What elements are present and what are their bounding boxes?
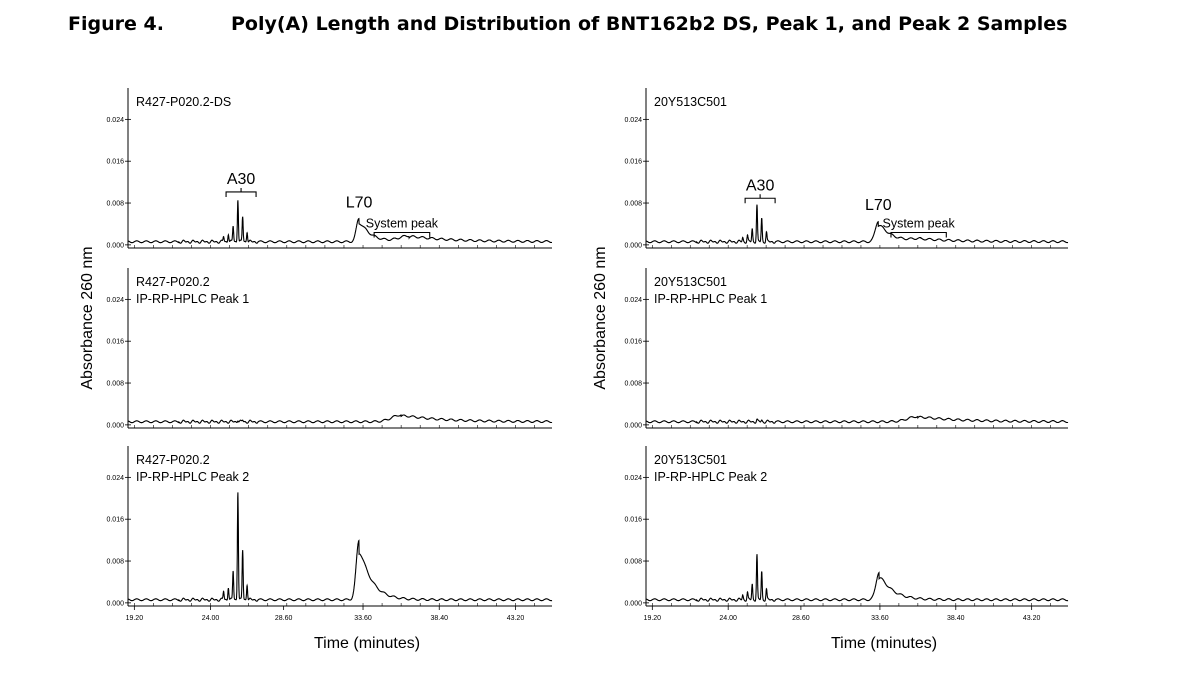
x-tick-label: 24.00 — [202, 615, 220, 622]
x-tick-label: 19.20 — [644, 615, 662, 622]
y-tick-label: 0.008 — [106, 381, 124, 388]
panel-label: R427-P020.2-DS — [136, 95, 231, 109]
panel-label: 20Y513C501 — [654, 453, 727, 467]
a30-label: A30 — [227, 171, 256, 188]
y-tick-label: 0.024 — [624, 475, 642, 482]
figure-number: Figure 4. — [68, 13, 164, 35]
x-tick-label: 43.20 — [1023, 615, 1041, 622]
chromatogram-panel: 0.024 0.016 0.008 0.000 20Y513C501 IP-RP-HPLC… — [624, 268, 1069, 429]
x-axis-title: Time (minutes) — [831, 635, 937, 652]
left-chart: Absorbance 260 nm Time (minutes) 0.024 0.01… — [79, 88, 553, 652]
panel-label: IP-RP-HPLC Peak 2 — [136, 470, 249, 484]
x-tick-label: 43.20 — [507, 615, 525, 622]
a30-bracket — [225, 187, 257, 197]
y-tick-label: 0.000 — [106, 242, 124, 249]
l70-label: L70 — [865, 197, 892, 214]
y-tick-label: 0.024 — [106, 297, 124, 304]
y-tick-label: 0.016 — [624, 339, 642, 346]
chromatogram-panel: 0.024 0.016 0.008 0.000 19.20 24.00 28.60 33.60… — [106, 446, 553, 622]
a30-bracket — [744, 194, 776, 204]
chromatogram-panel: 0.024 0.016 0.008 0.000 R427-P020.2 IP-RP-HPL… — [106, 268, 553, 429]
y-tick-label: 0.016 — [624, 517, 642, 524]
x-tick-label: 33.60 — [354, 615, 372, 622]
y-tick-label: 0.000 — [106, 600, 124, 607]
y-tick-label: 0.000 — [624, 242, 642, 249]
panel-label: R427-P020.2 — [136, 453, 210, 467]
chromatogram-trace — [645, 415, 1069, 424]
right-chart: Absorbance 260 nm Time (minutes) 0.024 0.01… — [592, 88, 1069, 652]
system-peak-label: System peak — [366, 216, 439, 230]
y-tick-label: 0.008 — [624, 201, 642, 208]
y-tick-label: 0.024 — [106, 475, 124, 482]
x-tick-label: 24.00 — [719, 615, 737, 622]
y-axis-title: Absorbance 260 nm — [592, 246, 609, 389]
system-peak-bracket — [373, 231, 431, 238]
chromatogram-panel: 0.024 0.016 0.008 0.000 20Y513C501 A30 L70 Syst… — [624, 88, 1069, 249]
y-tick-label: 0.000 — [624, 600, 642, 607]
figure-header: Figure 4. Poly(A) Length and Distributio… — [0, 0, 1200, 50]
y-tick-label: 0.024 — [106, 117, 124, 124]
system-peak-bracket — [890, 231, 947, 238]
panel-label: 20Y513C501 — [654, 95, 727, 109]
panel-label: IP-RP-HPLC Peak 1 — [654, 292, 767, 306]
x-axis-title: Time (minutes) — [314, 635, 420, 652]
y-tick-label: 0.008 — [106, 559, 124, 566]
chromatogram-trace — [645, 554, 1069, 602]
chromatogram-trace — [127, 200, 552, 244]
y-tick-label: 0.008 — [624, 381, 642, 388]
x-tick-label: 28.60 — [275, 615, 293, 622]
y-tick-label: 0.016 — [624, 159, 642, 166]
chromatogram-panel: 0.024 0.016 0.008 0.000 R427-P020.2-DS A30 L70… — [106, 88, 552, 249]
x-tick-label: 38.40 — [430, 615, 448, 622]
chromatogram-trace — [645, 204, 1069, 244]
chromatogram-trace — [127, 492, 553, 602]
y-tick-label: 0.008 — [624, 559, 642, 566]
y-axis-title: Absorbance 260 nm — [79, 246, 96, 389]
y-tick-label: 0.016 — [106, 339, 124, 346]
y-tick-label: 0.008 — [106, 201, 124, 208]
y-tick-label: 0.000 — [106, 422, 124, 429]
panel-label: IP-RP-HPLC Peak 1 — [136, 292, 249, 306]
x-tick-label: 38.40 — [947, 615, 965, 622]
panel-label: 20Y513C501 — [654, 275, 727, 289]
system-peak-label: System peak — [883, 216, 956, 230]
y-tick-label: 0.016 — [106, 159, 124, 166]
y-tick-label: 0.016 — [106, 517, 124, 524]
x-tick-label: 28.60 — [792, 615, 810, 622]
y-tick-label: 0.024 — [624, 117, 642, 124]
x-tick-label: 33.60 — [871, 615, 889, 622]
panel-label: IP-RP-HPLC Peak 2 — [654, 470, 767, 484]
y-tick-label: 0.000 — [624, 422, 642, 429]
chromatogram-trace — [127, 414, 553, 424]
figure-title: Poly(A) Length and Distribution of BNT16… — [231, 13, 1068, 35]
panel-label: R427-P020.2 — [136, 275, 210, 289]
a30-label: A30 — [746, 177, 775, 194]
l70-label: L70 — [346, 194, 373, 211]
x-tick-label: 19.20 — [126, 615, 144, 622]
chromatogram-panel: 0.024 0.016 0.008 0.000 19.20 24.00 28.60 33.60… — [624, 446, 1069, 622]
y-tick-label: 0.024 — [624, 297, 642, 304]
